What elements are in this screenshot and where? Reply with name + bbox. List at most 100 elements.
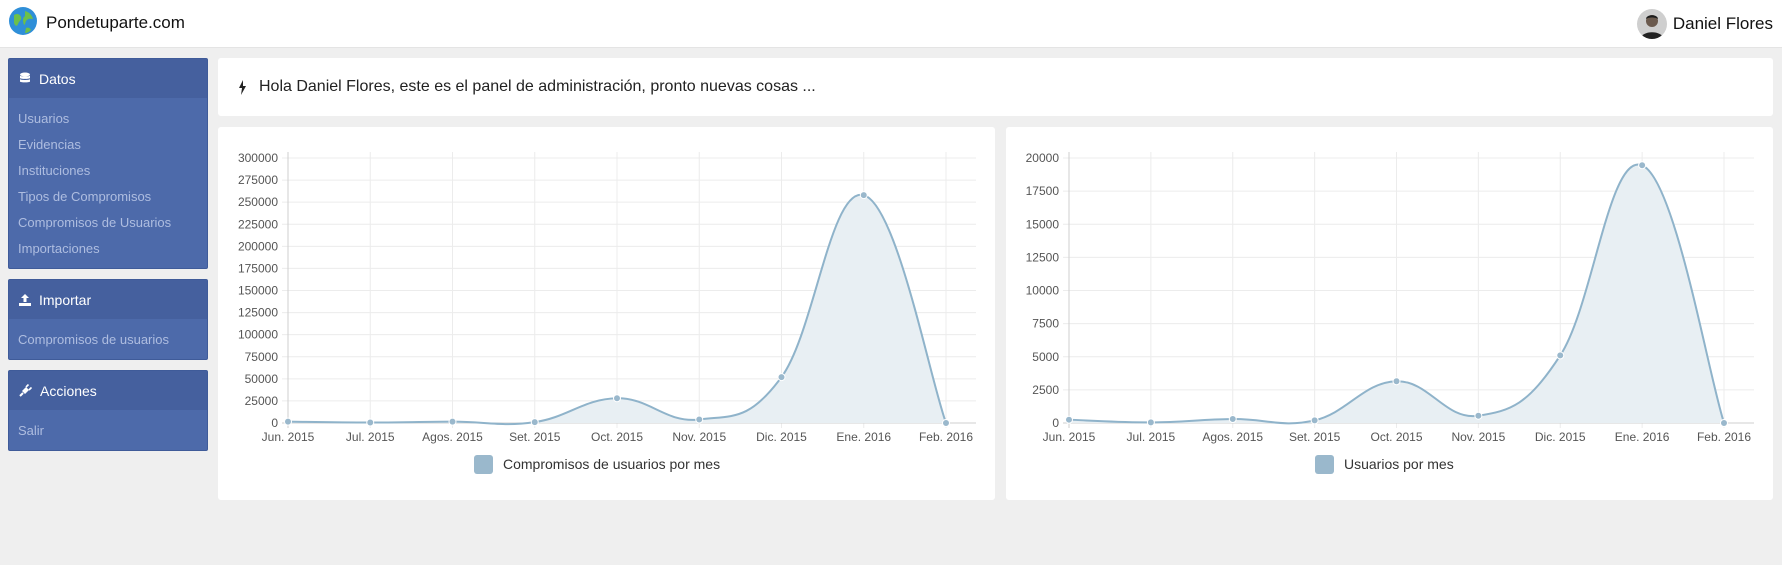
sidebar-panel-importar-items: Compromisos de usuarios (9, 319, 207, 359)
x-tick-label: Jul. 2015 (1127, 430, 1176, 444)
sidebar-item-evidencias[interactable]: Evidencias (18, 137, 81, 152)
legend-swatch (474, 454, 493, 474)
y-tick-label: 7500 (1032, 317, 1059, 331)
x-tick-label: Set. 2015 (509, 430, 561, 444)
y-tick-label: 17500 (1026, 184, 1060, 198)
data-point (695, 415, 704, 424)
chart-card-compromisos: 0 25000 50000 75000 100000 125000 150000 175000… (218, 127, 995, 500)
sidebar-item-tipos-de-compromisos[interactable]: Tipos de Compromisos (18, 189, 152, 204)
data-point (1474, 411, 1483, 420)
sidebar: Datos Usuarios Evidencias Instituciones … (8, 58, 208, 461)
y-tick-label: 275000 (238, 173, 278, 187)
sidebar-item-compromisos-de-usuarios-import[interactable]: Compromisos de usuarios (18, 332, 170, 347)
chart-legend[interactable]: Compromisos de usuarios por mes (474, 454, 720, 474)
data-point (859, 191, 868, 200)
x-tick-label: Oct. 2015 (591, 430, 643, 444)
user-name: Daniel Flores (1672, 14, 1773, 33)
y-tick-label: 225000 (238, 217, 278, 231)
y-tick-label: 300000 (238, 151, 278, 165)
sidebar-panel-acciones-header[interactable]: Acciones (9, 371, 207, 410)
chart-card-usuarios: 0 2500 5000 7500 10000 12500 15000 17500 20000 Ju… (1006, 127, 1773, 500)
chart-legend[interactable]: Usuarios por mes (1315, 454, 1454, 474)
data-point (1310, 416, 1319, 425)
y-tick-label: 100000 (238, 328, 278, 342)
x-tick-label: Agos. 2015 (422, 430, 483, 444)
y-tick-label: 250000 (238, 195, 278, 209)
brand-text: Pondetuparte.com (46, 13, 185, 32)
series-area (288, 194, 946, 425)
y-tick-label: 10000 (1026, 284, 1060, 298)
x-tick-label: Nov. 2015 (672, 430, 726, 444)
sidebar-item-salir[interactable]: Salir (18, 423, 45, 438)
x-tick-label: Nov. 2015 (1451, 430, 1505, 444)
sidebar-panel-datos: Datos Usuarios Evidencias Instituciones … (8, 58, 208, 269)
sidebar-panel-title: Datos (39, 70, 76, 87)
y-tick-label: 0 (1052, 416, 1059, 430)
data-point (1146, 418, 1155, 427)
y-tick-label: 25000 (245, 394, 279, 408)
brand-link[interactable]: Pondetuparte.com (8, 6, 185, 41)
database-icon (20, 72, 30, 83)
sidebar-panel-datos-items: Usuarios Evidencias Instituciones Tipos … (9, 98, 207, 268)
y-tick-label: 175000 (238, 261, 278, 275)
top-bar: Pondetuparte.com Daniel Flores (0, 0, 1782, 48)
welcome-banner: Hola Daniel Flores, este es el panel de … (218, 58, 1773, 116)
x-tick-label: Feb. 2016 (919, 430, 973, 444)
y-tick-label: 75000 (245, 350, 279, 364)
data-point (942, 419, 950, 427)
y-tick-label: 150000 (238, 284, 278, 298)
y-tick-label: 0 (271, 416, 278, 430)
sidebar-panel-title: Acciones (40, 382, 97, 399)
data-point (613, 394, 621, 403)
x-tick-label: Dic. 2015 (756, 430, 807, 444)
globe-icon (8, 6, 38, 41)
data-point (1228, 415, 1237, 424)
y-tick-label: 5000 (1032, 350, 1059, 364)
sidebar-item-importaciones[interactable]: Importaciones (18, 241, 100, 256)
bolt-icon (239, 79, 246, 95)
x-tick-label: Ene. 2016 (1615, 430, 1670, 444)
user-menu[interactable]: Daniel Flores (1636, 9, 1773, 39)
chart-usuarios: 0 2500 5000 7500 10000 12500 15000 17500 20000 Ju… (1026, 151, 1754, 444)
legend-swatch (1315, 454, 1334, 474)
x-tick-label: Feb. 2016 (1697, 430, 1751, 444)
data-point (366, 418, 375, 427)
y-tick-label: 125000 (238, 306, 278, 320)
data-point (1638, 161, 1647, 170)
legend-label: Compromisos de usuarios por mes (503, 456, 721, 472)
sidebar-panel-acciones-items: Salir (9, 410, 207, 450)
sidebar-panel-acciones: Acciones Salir (8, 370, 208, 451)
sidebar-panel-datos-header[interactable]: Datos (9, 59, 207, 98)
data-point (448, 417, 457, 426)
chart-compromisos: 0 25000 50000 75000 100000 125000 150000 175000… (238, 151, 976, 444)
sidebar-item-instituciones[interactable]: Instituciones (18, 163, 91, 178)
x-tick-label: Set. 2015 (1289, 430, 1341, 444)
y-tick-label: 50000 (245, 372, 279, 386)
data-point (1720, 419, 1728, 427)
x-tick-label: Oct. 2015 (1370, 430, 1422, 444)
y-tick-label: 200000 (238, 239, 278, 253)
x-tick-label: Jun. 2015 (262, 430, 315, 444)
data-point (1556, 351, 1565, 360)
y-tick-label: 2500 (1032, 383, 1059, 397)
y-tick-label: 20000 (1026, 151, 1060, 165)
sidebar-panel-importar: Importar Compromisos de usuarios (8, 279, 208, 360)
x-tick-label: Agos. 2015 (1202, 430, 1263, 444)
data-point (777, 373, 786, 382)
welcome-text: Hola Daniel Flores, este es el panel de … (259, 78, 816, 95)
x-tick-label: Jun. 2015 (1043, 430, 1096, 444)
y-tick-label: 15000 (1026, 217, 1060, 231)
plug-icon (19, 384, 32, 397)
x-tick-label: Jul. 2015 (346, 430, 395, 444)
y-tick-label: 12500 (1026, 250, 1060, 264)
sidebar-panel-importar-header[interactable]: Importar (9, 280, 207, 319)
x-tick-label: Dic. 2015 (1535, 430, 1586, 444)
data-point (1392, 377, 1401, 386)
upload-icon (19, 293, 31, 306)
sidebar-item-usuarios[interactable]: Usuarios (18, 111, 70, 126)
avatar (1636, 9, 1667, 39)
data-point (1065, 415, 1073, 424)
sidebar-panel-title: Importar (39, 291, 92, 308)
x-tick-label: Ene. 2016 (836, 430, 891, 444)
sidebar-item-compromisos-de-usuarios[interactable]: Compromisos de Usuarios (18, 215, 172, 230)
